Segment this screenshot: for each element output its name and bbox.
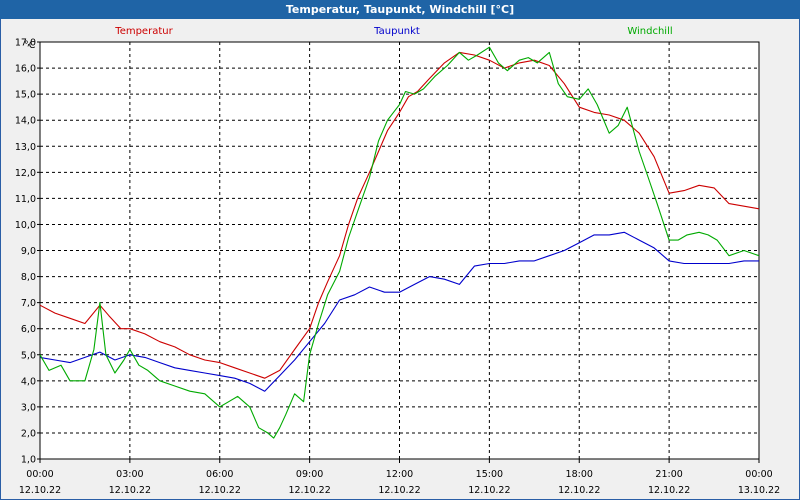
x-tick-time-label: 18:00 [566, 469, 593, 480]
chart-title: Temperatur, Taupunkt, Windchill [°C] [0, 0, 800, 19]
y-tick-label: 2,0 [21, 428, 36, 439]
x-tick-date-label: 12.10.22 [19, 485, 61, 496]
y-tick-label: 5,0 [21, 350, 36, 361]
y-axis-unit-label: °C [24, 40, 36, 51]
legend: Temperatur Taupunkt Windchill [114, 26, 672, 37]
y-tick-label: 9,0 [21, 246, 36, 257]
y-tick-label: 7,0 [21, 298, 36, 309]
series-line-temperatur [39, 51, 760, 379]
x-tick-date-label: 12.10.22 [648, 485, 690, 496]
axes: 1,0 2,0 3,0 4,0 5,0 6,0 7,0 8,0 9,0 10,0 11,0 12,0 1… [15, 38, 780, 497]
legend-entry-windchill: Windchill [627, 26, 672, 37]
x-tick-time-label: 12:00 [386, 469, 413, 480]
x-tick-date-label: 12.10.22 [558, 485, 600, 496]
x-tick-time-label: 00:00 [745, 469, 772, 480]
y-tick-label: 11,0 [15, 194, 36, 205]
y-tick-label: 6,0 [21, 324, 36, 335]
x-tick-date-label: 12.10.22 [199, 485, 241, 496]
y-tick-label: 1,0 [21, 455, 36, 466]
y-tick-label: 15,0 [15, 90, 36, 101]
x-tick-time-label: 06:00 [206, 469, 233, 480]
x-tick-date-label: 12.10.22 [288, 485, 330, 496]
y-tick-label: 4,0 [21, 376, 36, 387]
y-tick-label: 16,0 [15, 64, 36, 75]
y-tick-label: 17,0 [15, 38, 36, 49]
y-tick-label: 12,0 [15, 168, 36, 179]
y-tick-label: 3,0 [21, 402, 36, 413]
series-line-taupunkt [39, 231, 759, 392]
y-tick-label: 10,0 [15, 220, 36, 231]
x-tick-time-label: 09:00 [296, 469, 323, 480]
legend-entry-temperatur: Temperatur [114, 26, 173, 37]
x-tick-time-label: 03:00 [116, 469, 143, 480]
x-tick-date-label: 12.10.22 [378, 485, 420, 496]
x-tick-time-label: 15:00 [476, 469, 503, 480]
legend-entry-taupunkt: Taupunkt [373, 26, 420, 37]
y-tick-label: 13,0 [15, 142, 36, 153]
series-line-windchill [39, 46, 760, 439]
series-lines [39, 46, 760, 439]
x-tick-date-label: 12.10.22 [468, 485, 510, 496]
x-tick-time-label: 21:00 [655, 469, 682, 480]
y-tick-label: 8,0 [21, 272, 36, 283]
x-tick-date-label: 13.10.22 [738, 485, 780, 496]
y-tick-label: 14,0 [15, 116, 36, 127]
x-tick-date-label: 12.10.22 [109, 485, 151, 496]
x-tick-time-label: 00:00 [26, 469, 53, 480]
